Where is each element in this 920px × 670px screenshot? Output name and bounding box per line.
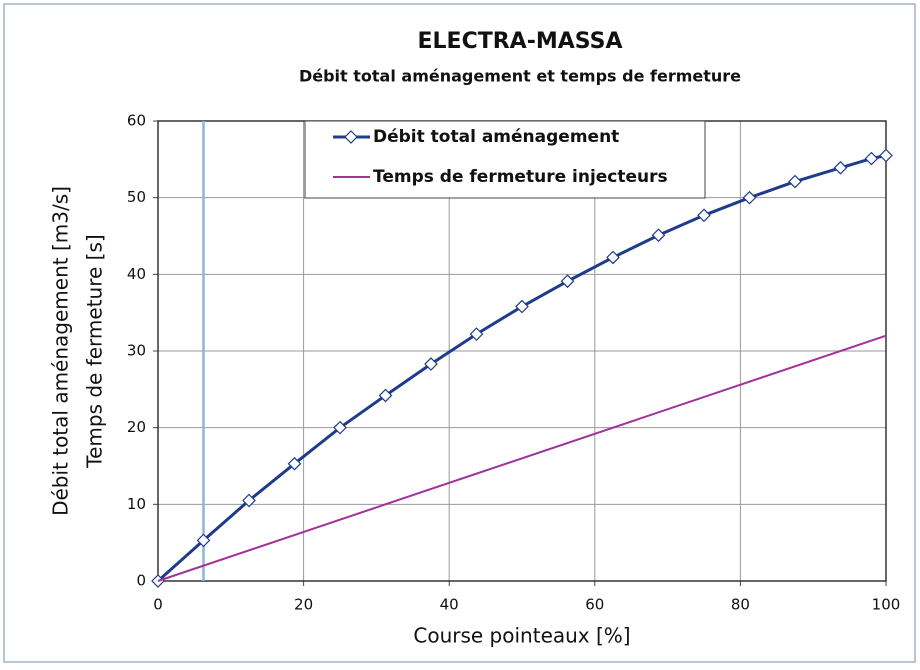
data-point <box>515 299 529 314</box>
x-tick-label: 80 <box>731 596 750 614</box>
data-point <box>196 533 211 548</box>
legend-label: Débit total aménagement <box>373 127 619 147</box>
legend-label: Temps de fermeture injecteurs <box>373 167 668 187</box>
data-point <box>560 274 575 289</box>
data-point <box>333 420 347 435</box>
chart-subtitle: Débit total aménagement et temps de ferm… <box>299 67 741 86</box>
data-point <box>697 208 711 223</box>
data-line <box>157 154 887 583</box>
data-point <box>287 456 302 471</box>
y-tick-label: 20 <box>127 418 146 436</box>
data-point <box>424 357 438 371</box>
x-axis-label: Course pointeaux [%] <box>413 624 630 648</box>
data-point <box>864 151 879 166</box>
y-tick-label: 60 <box>127 112 146 130</box>
chart-title: ELECTRA-MASSA <box>418 29 623 54</box>
y-axis-label: Temps de fermeture [s] <box>83 234 107 468</box>
x-tick-label: 60 <box>585 596 604 614</box>
y-tick-label: 30 <box>127 342 146 360</box>
data-point <box>469 327 484 341</box>
x-tick-label: 0 <box>153 596 163 614</box>
data-point <box>742 190 757 205</box>
data-point <box>833 160 848 175</box>
data-point <box>606 250 620 265</box>
y-tick-label: 10 <box>127 495 146 513</box>
y-tick-label: 40 <box>127 265 146 283</box>
y-tick-label: 0 <box>136 572 146 590</box>
data-point <box>242 493 256 508</box>
data-line <box>157 334 887 582</box>
y-tick-label: 50 <box>127 188 146 206</box>
data-point <box>651 228 666 243</box>
legend-box <box>304 120 706 199</box>
legend-marker <box>344 130 358 144</box>
data-point <box>788 174 802 189</box>
x-tick-label: 100 <box>872 596 901 614</box>
x-tick-label: 20 <box>294 596 313 614</box>
x-tick-label: 40 <box>440 596 459 614</box>
data-point <box>378 388 393 403</box>
legend: Débit total aménagement Temps de fermetur… <box>304 120 706 199</box>
y-axis-label: Débit total aménagement [m3/s] <box>49 186 73 516</box>
data-point <box>879 148 893 163</box>
